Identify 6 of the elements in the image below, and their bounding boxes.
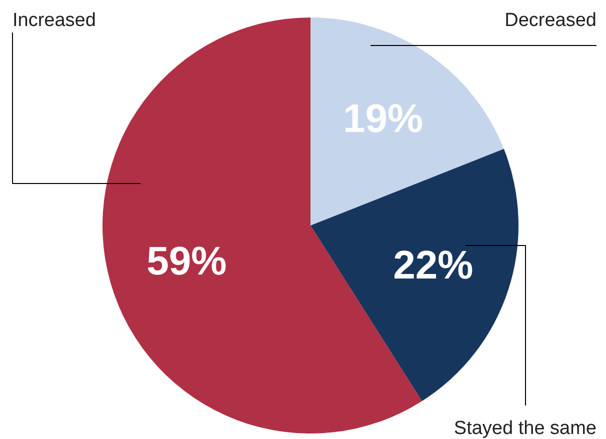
slice-label: Decreased bbox=[504, 10, 597, 31]
data-label: 19% bbox=[342, 96, 424, 141]
data-label: 59% bbox=[146, 239, 227, 284]
slice-label: Stayed the same bbox=[454, 418, 597, 439]
slice-label: Increased bbox=[12, 10, 96, 31]
data-label: 22% bbox=[393, 243, 474, 288]
